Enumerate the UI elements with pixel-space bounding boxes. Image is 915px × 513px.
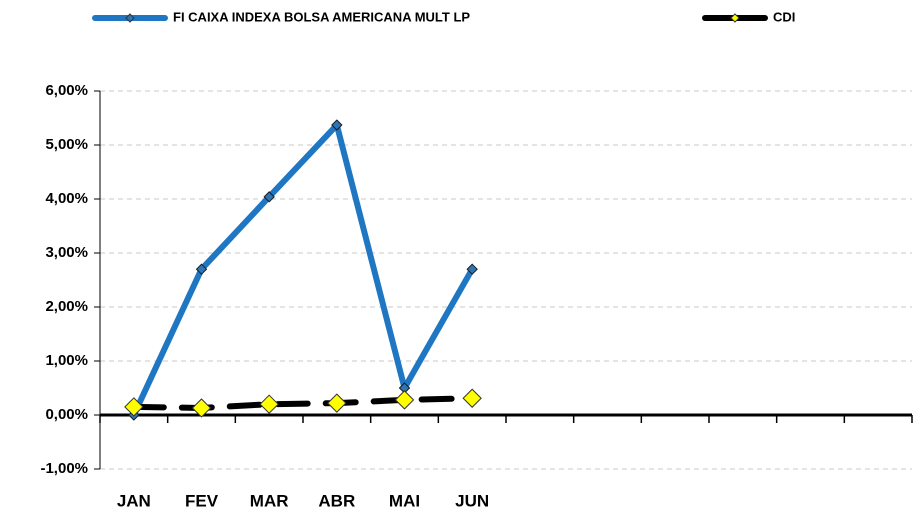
y-tick-label: 5,00% (45, 136, 88, 153)
series-marker (394, 390, 415, 410)
x-tick-label: JAN (117, 491, 151, 510)
y-tick-label: -1,00% (40, 460, 88, 477)
series-marker (327, 393, 347, 413)
series-marker (191, 398, 212, 418)
legend-label: FI CAIXA INDEXA BOLSA AMERICANA MULT LP (173, 9, 470, 24)
series-marker (124, 397, 144, 417)
y-tick-label: 3,00% (45, 244, 88, 261)
x-tick-label: MAI (389, 491, 420, 510)
y-tick-label: 0,00% (45, 406, 88, 423)
x-tick-label: MAR (250, 491, 289, 510)
series-marker (331, 119, 343, 131)
series-marker (462, 388, 482, 408)
legend-marker (730, 13, 740, 23)
y-tick-label: 2,00% (45, 298, 88, 315)
legend-marker (125, 13, 135, 23)
x-tick-label: ABR (318, 491, 355, 510)
series-line (130, 122, 476, 418)
x-tick-label: FEV (185, 491, 219, 510)
series-marker (195, 263, 208, 275)
x-tick-label: JUN (455, 491, 489, 510)
y-tick-label: 6,00% (45, 82, 88, 99)
legend-label: CDI (773, 9, 795, 24)
series-marker (466, 263, 478, 275)
y-tick-label: 4,00% (45, 190, 88, 207)
series-marker (263, 191, 275, 203)
series-line (130, 395, 476, 411)
series-marker (259, 394, 279, 414)
y-tick-label: 1,00% (45, 352, 88, 369)
